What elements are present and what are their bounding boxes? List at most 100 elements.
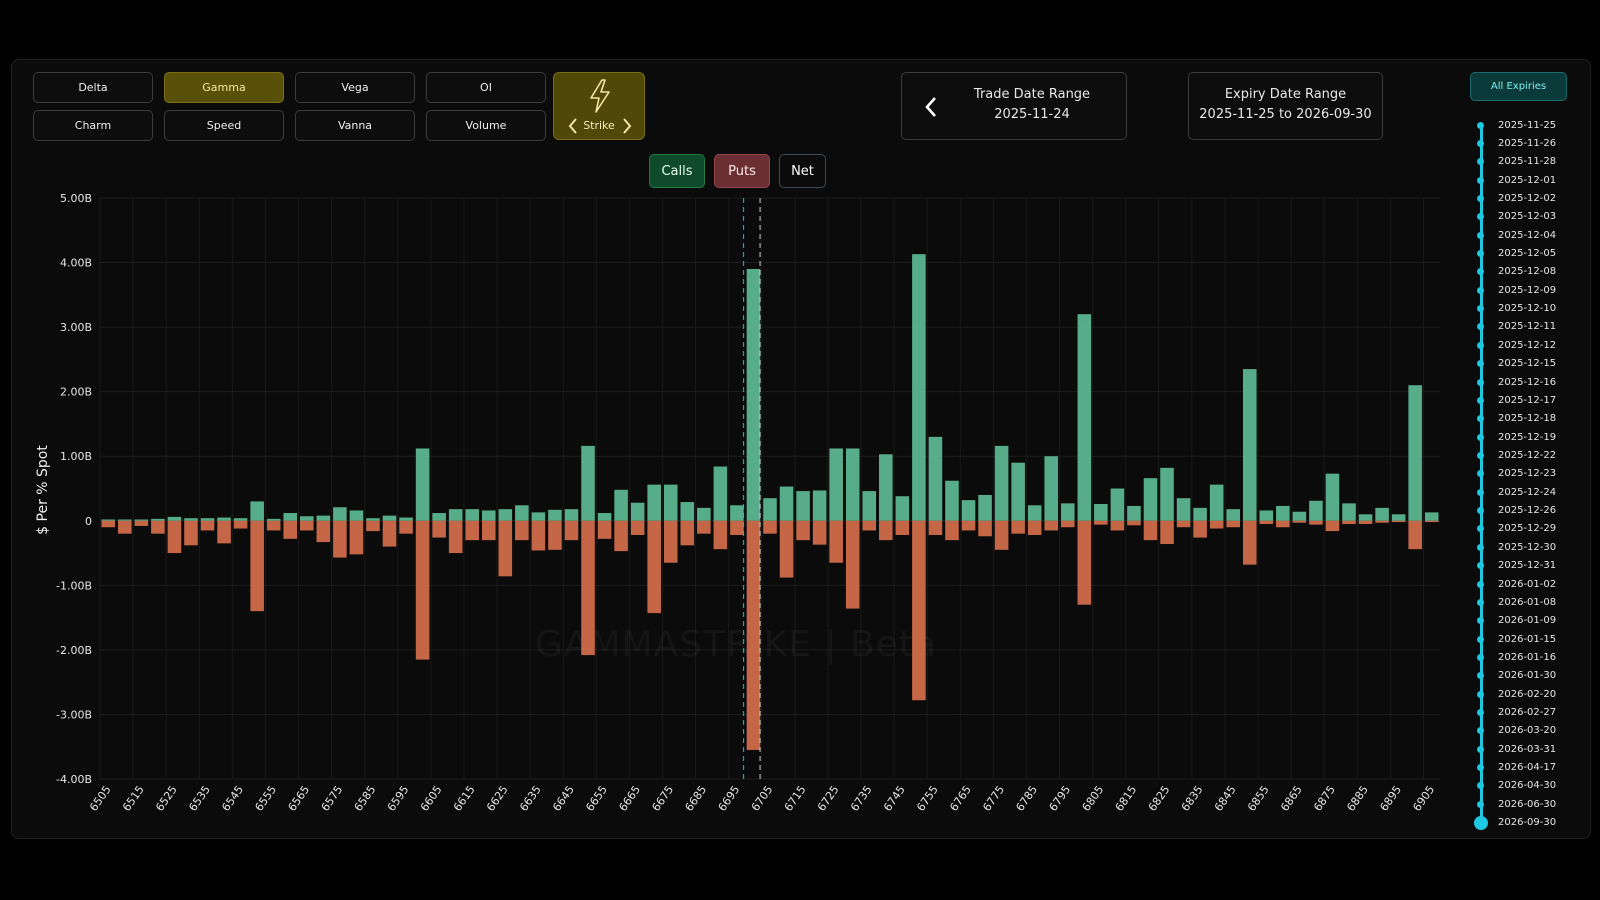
expiry-item[interactable]: 2025-12-15 xyxy=(1474,357,1556,371)
expiry-date-label: 2026-01-08 xyxy=(1498,596,1557,608)
expiry-dot xyxy=(1477,764,1484,772)
metric-button-gamma[interactable]: Gamma xyxy=(164,72,284,103)
expiry-date-label: 2025-12-24 xyxy=(1498,486,1557,498)
trade-date-range-title: Trade Date Range xyxy=(973,87,1091,102)
expiry-date-label: 2025-12-09 xyxy=(1498,284,1557,296)
expiry-item[interactable]: 2026-01-30 xyxy=(1474,669,1556,683)
expiry-dot xyxy=(1477,543,1484,551)
main-panel xyxy=(11,59,1591,839)
expiry-item[interactable]: 2025-12-12 xyxy=(1474,338,1556,352)
expiry-dot xyxy=(1477,305,1484,313)
metric-button-delta[interactable]: Delta xyxy=(33,72,153,103)
expiry-dot xyxy=(1474,815,1488,830)
expiry-item[interactable]: 2026-01-08 xyxy=(1474,595,1556,609)
expiry-item[interactable]: 2025-11-26 xyxy=(1474,136,1556,150)
expiry-date-label: 2025-12-10 xyxy=(1498,303,1557,315)
expiry-item[interactable]: 2026-01-15 xyxy=(1474,632,1556,646)
expiry-dot xyxy=(1477,617,1484,625)
lightning-icon xyxy=(590,79,610,113)
expiry-dot xyxy=(1477,250,1484,258)
chevron-left-icon[interactable] xyxy=(924,96,938,118)
expiry-item[interactable]: 2025-12-05 xyxy=(1474,247,1556,261)
expiry-date-label: 2026-04-17 xyxy=(1498,762,1557,774)
expiry-date-label: 2026-01-15 xyxy=(1498,633,1557,645)
expiry-item[interactable]: 2025-12-22 xyxy=(1474,448,1556,462)
expiry-dot xyxy=(1477,451,1484,459)
expiry-dot xyxy=(1477,470,1484,478)
expiry-dot xyxy=(1477,727,1484,735)
expiry-item[interactable]: 2026-01-16 xyxy=(1474,650,1556,664)
expiry-date-range-title: Expiry Date Range xyxy=(1224,87,1347,102)
expiry-item[interactable]: 2025-12-02 xyxy=(1474,191,1556,205)
expiry-item[interactable]: 2026-04-30 xyxy=(1474,779,1556,793)
net-filter-button[interactable]: Net xyxy=(779,154,826,188)
metric-button-vega[interactable]: Vega xyxy=(295,72,415,103)
expiry-date-label: 2026-01-16 xyxy=(1498,651,1557,663)
expiry-date-label: 2025-12-01 xyxy=(1498,174,1557,186)
expiry-date-label: 2025-12-22 xyxy=(1498,449,1557,461)
expiry-item[interactable]: 2025-12-01 xyxy=(1474,173,1556,187)
metric-button-oi[interactable]: OI xyxy=(426,72,546,103)
expiry-date-range[interactable]: Expiry Date Range 2025-11-25 to 2026-09-… xyxy=(1188,72,1383,140)
expiry-date-label: 2025-12-29 xyxy=(1498,523,1557,535)
expiry-item[interactable]: 2026-01-02 xyxy=(1474,577,1556,591)
expiry-item[interactable]: 2025-12-09 xyxy=(1474,283,1556,297)
expiry-item[interactable]: 2025-12-11 xyxy=(1474,320,1556,334)
strike-toggle[interactable]: Strike xyxy=(553,72,645,140)
metric-button-speed[interactable]: Speed xyxy=(164,110,284,141)
expiry-date-label: 2025-12-18 xyxy=(1498,413,1557,425)
calls-filter-button[interactable]: Calls xyxy=(649,154,705,188)
expiry-item[interactable]: 2025-11-28 xyxy=(1474,155,1556,169)
expiry-date-label: 2026-01-02 xyxy=(1498,578,1557,590)
expiry-date-label: 2026-02-20 xyxy=(1498,688,1557,700)
expiry-item[interactable]: 2025-12-30 xyxy=(1474,540,1556,554)
trade-date-range[interactable]: Trade Date Range 2025-11-24 xyxy=(901,72,1127,140)
expiry-dot xyxy=(1477,378,1484,386)
expiry-item[interactable]: 2026-04-17 xyxy=(1474,761,1556,775)
metric-button-volume[interactable]: Volume xyxy=(426,110,546,141)
expiry-dot xyxy=(1477,360,1484,368)
expiry-item[interactable]: 2026-03-20 xyxy=(1474,724,1556,738)
expiry-item[interactable]: 2026-03-31 xyxy=(1474,742,1556,756)
expiry-date-label: 2025-12-23 xyxy=(1498,468,1557,480)
expiry-item[interactable]: 2026-01-09 xyxy=(1474,614,1556,628)
metric-button-vanna[interactable]: Vanna xyxy=(295,110,415,141)
expiry-item[interactable]: 2025-11-25 xyxy=(1474,118,1556,132)
expiry-dot xyxy=(1477,745,1484,753)
expiry-item[interactable]: 2025-12-29 xyxy=(1474,522,1556,536)
metric-button-charm[interactable]: Charm xyxy=(33,110,153,141)
expiry-dot xyxy=(1477,690,1484,698)
expiry-item[interactable]: 2025-12-03 xyxy=(1474,210,1556,224)
expiry-item[interactable]: 2026-02-27 xyxy=(1474,706,1556,720)
expiry-date-label: 2026-04-30 xyxy=(1498,780,1557,792)
expiry-item[interactable]: 2026-02-20 xyxy=(1474,687,1556,701)
expiry-item[interactable]: 2025-12-04 xyxy=(1474,228,1556,242)
expiry-dot xyxy=(1477,782,1484,790)
expiry-item[interactable]: 2025-12-10 xyxy=(1474,302,1556,316)
expiry-item[interactable]: 2025-12-18 xyxy=(1474,412,1556,426)
expiry-item[interactable]: 2025-12-08 xyxy=(1474,265,1556,279)
puts-filter-button[interactable]: Puts xyxy=(714,154,770,188)
expiry-date-label: 2026-09-30 xyxy=(1498,817,1557,829)
expiry-dot xyxy=(1477,286,1484,294)
expiry-dot xyxy=(1477,194,1484,202)
expiry-item[interactable]: 2025-12-24 xyxy=(1474,485,1556,499)
expiry-item[interactable]: 2025-12-16 xyxy=(1474,375,1556,389)
expiry-date-label: 2025-11-28 xyxy=(1498,156,1557,168)
expiry-item[interactable]: 2026-09-30 xyxy=(1474,815,1556,830)
expiry-date-label: 2025-12-19 xyxy=(1498,431,1557,443)
expiry-date-label: 2025-12-31 xyxy=(1498,560,1557,572)
chevron-right-icon[interactable] xyxy=(622,118,632,134)
all-expiries-button[interactable]: All Expiries xyxy=(1470,72,1567,101)
expiry-item[interactable]: 2026-06-30 xyxy=(1474,797,1556,811)
expiry-item[interactable]: 2025-12-31 xyxy=(1474,559,1556,573)
expiry-item[interactable]: 2025-12-19 xyxy=(1474,430,1556,444)
expiry-dot xyxy=(1477,121,1484,129)
expiry-dot xyxy=(1477,268,1484,276)
expiry-dot xyxy=(1477,433,1484,441)
expiry-item[interactable]: 2025-12-23 xyxy=(1474,467,1556,481)
expiry-item[interactable]: 2025-12-26 xyxy=(1474,504,1556,518)
chevron-left-icon[interactable] xyxy=(568,118,578,134)
expiry-item[interactable]: 2025-12-17 xyxy=(1474,393,1556,407)
expiry-date-range-value: 2025-11-25 to 2026-09-30 xyxy=(1199,107,1372,122)
